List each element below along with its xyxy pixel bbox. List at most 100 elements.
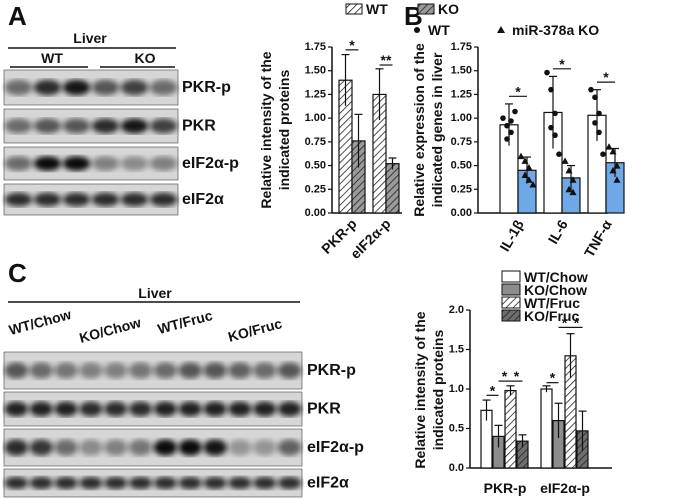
data-point — [544, 69, 550, 76]
blot-band — [227, 439, 252, 456]
blot-band — [91, 156, 120, 171]
data-point — [556, 151, 562, 157]
data-point — [552, 110, 558, 117]
data-point — [548, 124, 554, 131]
blot-strip — [3, 468, 303, 498]
blot-band — [62, 156, 91, 171]
blot-band — [91, 118, 120, 134]
y-tick-label: 1.0 — [449, 383, 464, 395]
blot-band — [120, 79, 149, 96]
legend-label: KO/Fruc — [524, 308, 579, 324]
blot-band — [91, 192, 120, 207]
significance-label: * — [502, 368, 508, 384]
blot-band — [91, 79, 120, 96]
blot-band — [128, 439, 153, 456]
blot-band — [29, 476, 54, 490]
blot-band — [33, 79, 62, 96]
blot-band — [62, 118, 91, 134]
blot-band — [4, 401, 29, 417]
data-point — [500, 115, 506, 121]
y-tick-label: 0.50 — [451, 160, 472, 172]
legend-label: WT/Chow — [524, 269, 588, 285]
data-point — [525, 163, 533, 171]
y-tick-label: 2.0 — [449, 304, 464, 316]
panel-letter: A — [8, 1, 27, 31]
data-point — [512, 108, 518, 115]
blot-band — [103, 439, 128, 456]
blot-tissue: Liver — [73, 30, 107, 46]
bar — [504, 389, 517, 469]
blot-band — [128, 476, 153, 490]
legend-swatch — [417, 3, 435, 15]
blot-band — [62, 192, 91, 207]
data-point — [569, 176, 577, 183]
significance-label: * — [514, 368, 520, 384]
y-tick-label: 1.5 — [449, 344, 464, 356]
blot-row-label: eIF2α-p — [307, 439, 364, 456]
blot-band — [54, 439, 79, 456]
data-point — [508, 118, 514, 124]
blot-band — [78, 439, 103, 456]
legend-swatch — [501, 283, 521, 296]
blot-strip — [3, 391, 303, 427]
y-tick-label: 0.25 — [451, 183, 472, 195]
significance-label: ** — [381, 52, 392, 68]
blot-band — [178, 476, 203, 490]
y-tick-label: 1.25 — [305, 88, 326, 100]
data-point — [561, 157, 569, 164]
blot-band — [252, 362, 277, 379]
significance-label: * — [349, 37, 355, 53]
legend-marker — [497, 26, 505, 33]
blot-row-label: PKR-p — [307, 362, 356, 379]
blot-band — [54, 476, 79, 490]
blot-band — [4, 118, 33, 134]
blot-strip — [3, 351, 303, 390]
blot-tissue: Liver — [138, 285, 172, 301]
blot-band — [277, 362, 302, 379]
blot-band — [54, 401, 79, 417]
blot-strip — [3, 183, 179, 216]
blot-band — [277, 439, 302, 456]
legend-label: WT — [366, 1, 388, 17]
legend-label: WT — [428, 22, 450, 38]
legend-swatch — [501, 296, 521, 309]
y-tick-label: 1.50 — [451, 65, 472, 77]
blot-band — [33, 192, 62, 207]
x-tick-label: IL-6 — [545, 217, 571, 247]
significance-label: * — [550, 370, 556, 386]
data-point — [588, 86, 594, 93]
data-point — [592, 120, 598, 126]
blot-band — [153, 401, 178, 417]
y-axis-label: Relative intensity of the — [412, 311, 428, 468]
data-point — [605, 143, 613, 150]
blot-group: KO/Fruc — [226, 315, 284, 345]
y-tick-label: 0.75 — [451, 136, 472, 148]
blot-band — [78, 362, 103, 379]
y-axis-label: indicated proteins — [430, 330, 446, 451]
data-point — [592, 94, 598, 101]
data-point — [613, 176, 621, 183]
data-point — [552, 132, 558, 139]
x-tick-label: eIF2α-p — [540, 480, 590, 496]
legend-swatch — [345, 3, 363, 15]
blot-band — [33, 156, 62, 171]
blot-band — [120, 118, 149, 134]
legend-swatch — [501, 309, 521, 322]
legend-label: KO — [438, 1, 459, 17]
significance-label: * — [574, 314, 580, 330]
blot-band — [153, 362, 178, 379]
blot-band — [203, 439, 228, 456]
x-tick-label: IL-1β — [496, 217, 527, 254]
blot-band — [252, 439, 277, 456]
blot-band — [4, 362, 29, 379]
y-tick-label: 0.00 — [451, 207, 472, 219]
data-point — [609, 147, 617, 155]
data-point — [600, 151, 606, 157]
y-tick-label: 1.00 — [305, 112, 326, 124]
y-tick-label: 0.75 — [305, 136, 326, 148]
blot-band — [103, 476, 128, 490]
blot-band — [252, 401, 277, 417]
data-point — [517, 152, 525, 160]
significance-label: * — [490, 382, 496, 398]
blot-band — [178, 401, 203, 417]
